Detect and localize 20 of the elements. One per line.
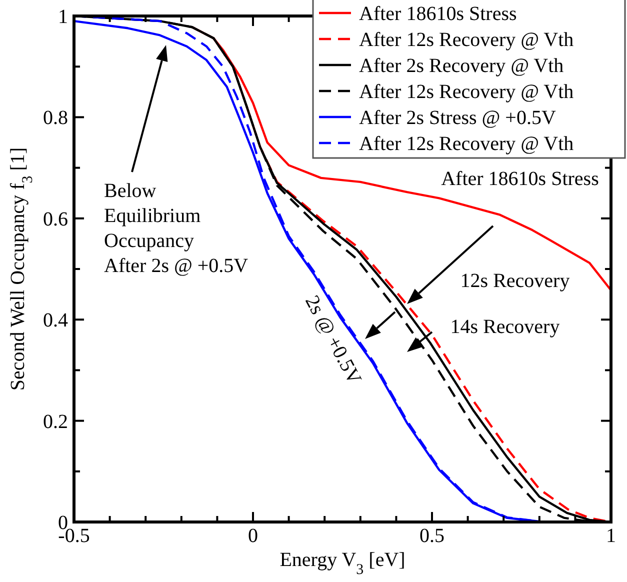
x-tick-label: 1 bbox=[606, 525, 616, 547]
legend-label: After 2s Recovery @ Vth bbox=[359, 55, 564, 77]
x-tick-label: 0 bbox=[248, 525, 258, 547]
y-tick-label: 0.6 bbox=[43, 208, 68, 230]
annotation: 14s Recovery bbox=[450, 316, 560, 338]
annotation: 12s Recovery bbox=[460, 270, 570, 292]
y-tick-label: 0.2 bbox=[43, 410, 68, 433]
y-tick-label: 0.8 bbox=[43, 107, 68, 130]
legend-label: After 12s Recovery @ Vth bbox=[359, 29, 574, 51]
annotation: Below Equilibrium Occupancy After 2s @ +0.5V bbox=[104, 180, 249, 277]
x-tick-label: 0.5 bbox=[420, 525, 444, 547]
legend-label: After 12s Recovery @ Vth bbox=[359, 81, 574, 103]
annotation: 2s @ +0.5V bbox=[300, 292, 366, 388]
legend-label: After 12s Recovery @ Vth bbox=[359, 133, 574, 155]
legend-label: After 2s Stress @ +0.5V bbox=[359, 107, 556, 129]
annotation: After 18610s Stress bbox=[441, 168, 600, 190]
y-tick-label: 0.4 bbox=[43, 310, 68, 332]
y-tick-label: 1 bbox=[58, 6, 68, 28]
x-axis-title: Energy V$_{3}$ [eV] bbox=[280, 549, 406, 578]
legend-label: After 18610s Stress bbox=[359, 3, 517, 25]
